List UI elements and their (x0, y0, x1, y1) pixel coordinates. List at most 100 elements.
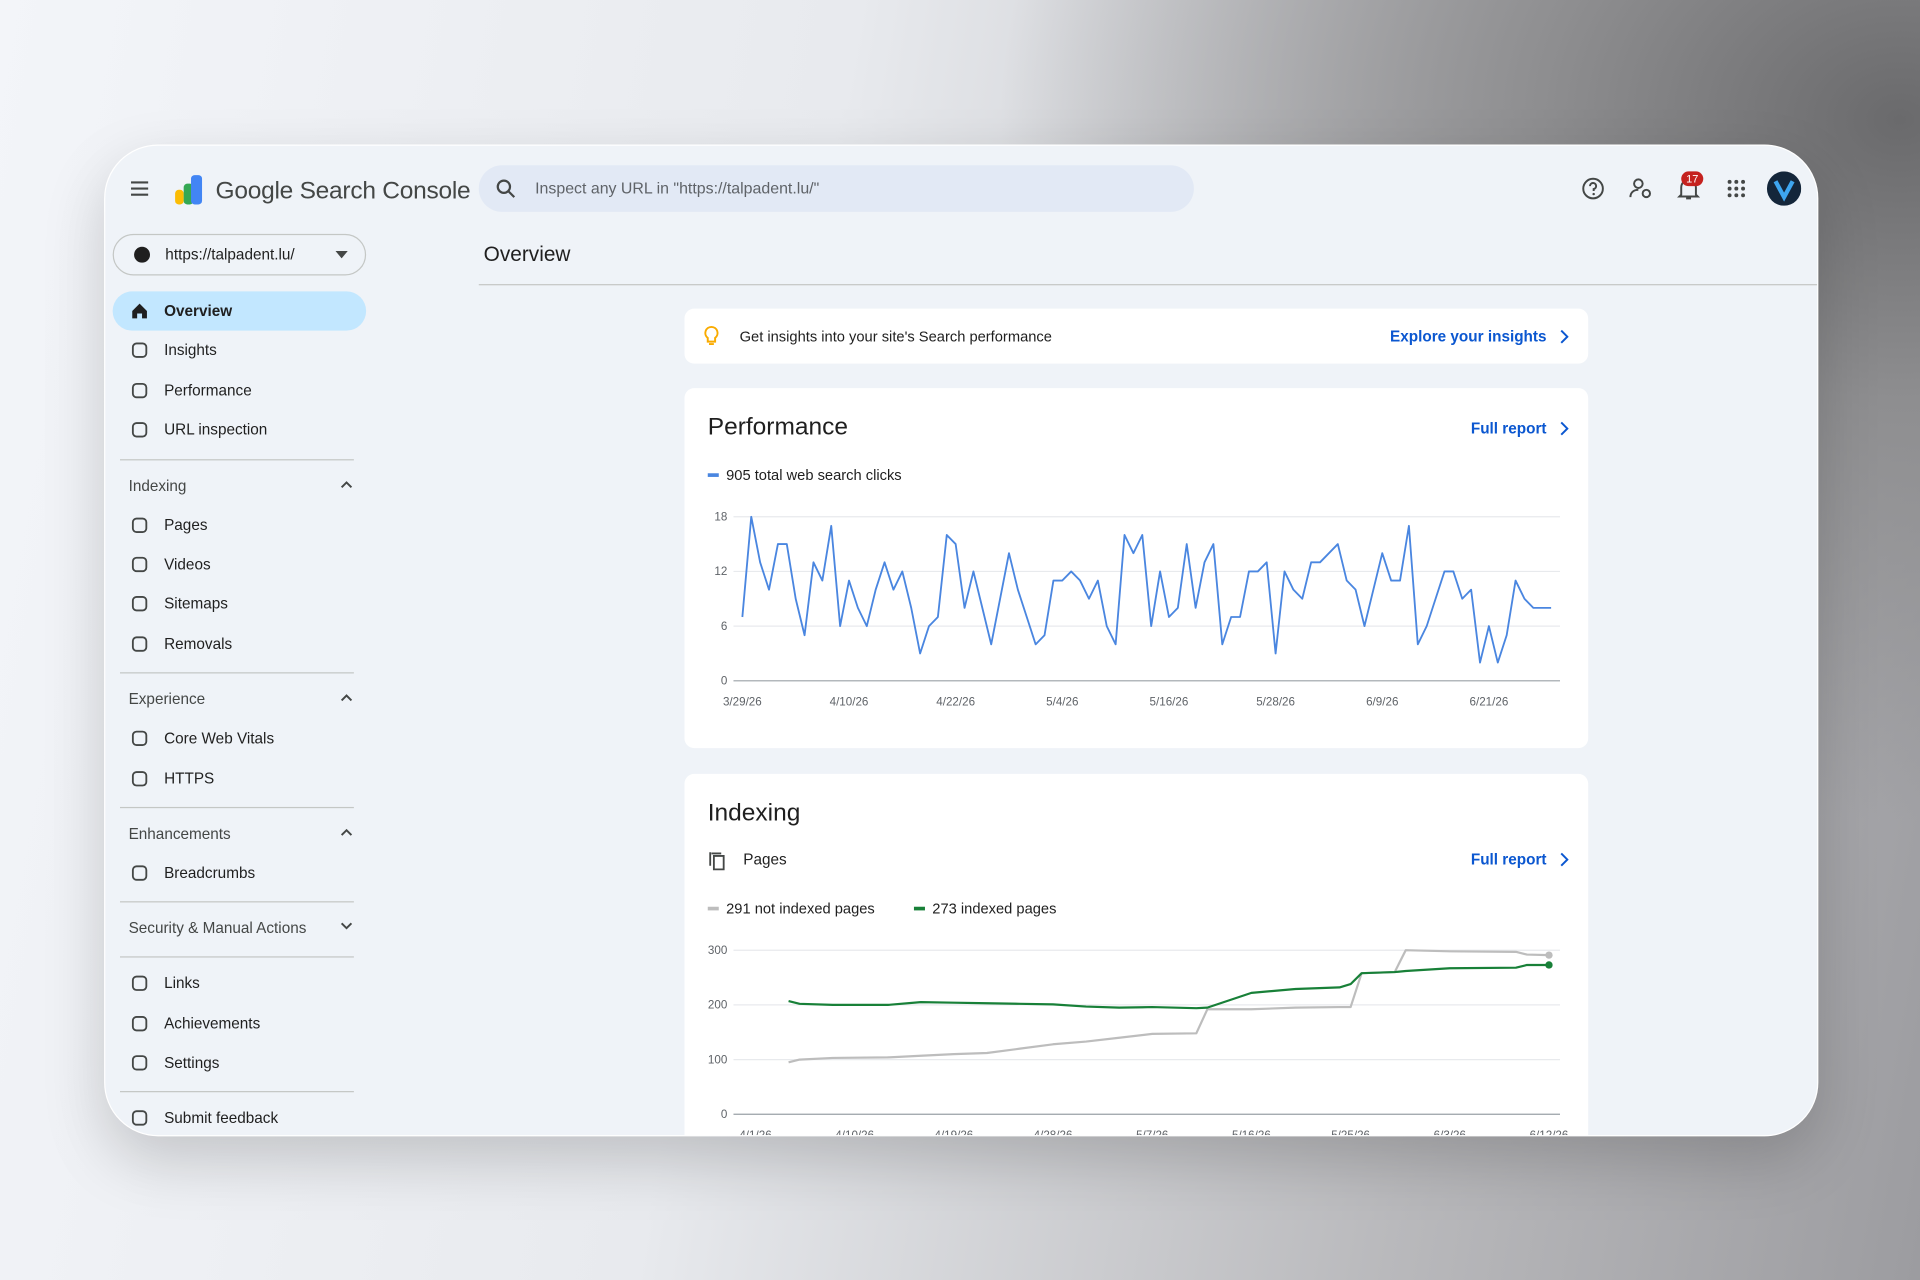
nav-label: HTTPS (164, 769, 215, 787)
nav-icon (131, 1110, 148, 1127)
chevron (340, 828, 353, 836)
x-tick-label: 6/3/26 (1434, 1129, 1466, 1135)
nav-label: Performance (164, 381, 252, 399)
nav-icon (131, 556, 148, 573)
nav-item[interactable]: Core Web Vitals (113, 719, 366, 759)
nav-icon (131, 343, 148, 359)
insight-banner: Get insights into your site's Search per… (684, 308, 1589, 364)
y-tick-label: 6 (721, 620, 727, 633)
page-title: Overview (483, 242, 571, 266)
nav-section-header[interactable]: Security & Manual Actions (113, 909, 366, 948)
x-tick-label: 5/16/26 (1232, 1129, 1271, 1135)
nav-icon (131, 382, 148, 398)
nav-label: Sitemaps (164, 595, 228, 613)
nav-item[interactable]: URL inspection (113, 410, 366, 450)
legend-label: 291 not indexed pages (726, 901, 875, 917)
nav-divider (120, 956, 354, 958)
y-tick-label: 18 (714, 510, 727, 523)
nav-item[interactable]: Performance (113, 371, 366, 411)
nav-item[interactable]: Settings (113, 1043, 366, 1083)
nav-icon (131, 770, 148, 786)
site-icon (134, 246, 151, 263)
end-point (1545, 951, 1553, 959)
nav-icon (131, 596, 148, 612)
app-window: Google Search Console Inspect any URL in… (104, 144, 1819, 1137)
nav-item[interactable]: Sitemaps (113, 585, 366, 625)
bulb-icon (704, 325, 719, 346)
series-line (788, 963, 1549, 1010)
nav-section-header[interactable]: Indexing (113, 466, 366, 505)
y-tick-label: 12 (714, 565, 727, 578)
chevron (1560, 852, 1569, 867)
property-selector[interactable]: https://talpadent.lu/ (112, 233, 367, 276)
x-tick-label: 3/29/26 (723, 695, 762, 708)
section-title: Indexing (128, 477, 187, 495)
charts: 0 6 12 18 3/29/26 4/10/26 4/22/26 5/4/26 5/16/26… (707, 468, 1569, 1135)
avatar[interactable] (1766, 171, 1802, 206)
chevron (340, 480, 353, 488)
menu-button[interactable] (130, 179, 150, 199)
nav-icon (131, 636, 148, 652)
chevron (340, 922, 353, 930)
logo (175, 175, 203, 205)
nav-item[interactable]: Links (113, 964, 366, 1004)
explore-insights-link[interactable]: Explore your insights (1390, 328, 1547, 346)
property-url: https://talpadent.lu/ (165, 246, 295, 264)
dropdown-arrow (335, 251, 348, 259)
nav-section-header[interactable]: Experience (113, 680, 366, 719)
nav-section-header[interactable]: Enhancements (113, 814, 366, 853)
nav-label: Removals (164, 635, 233, 653)
nav-item[interactable]: HTTPS (113, 759, 366, 799)
nav-item[interactable]: Pages (113, 505, 366, 545)
end-point (1545, 961, 1553, 969)
apps-button[interactable] (1727, 179, 1747, 199)
nav-icon (131, 975, 148, 992)
nav-icon (131, 730, 148, 747)
pages-icon (709, 852, 725, 871)
search-placeholder: Inspect any URL in "https://talpadent.lu… (535, 178, 820, 198)
full-report-link[interactable]: Full report (1470, 420, 1547, 438)
nav-item[interactable]: Submit feedback (113, 1099, 366, 1135)
y-tick-label: 0 (721, 1108, 728, 1121)
legend-label: 905 total web search clicks (726, 468, 902, 484)
url-search[interactable]: Inspect any URL in "https://talpadent.lu… (478, 165, 1194, 212)
x-tick-label: 5/16/26 (1150, 695, 1189, 708)
chevron (1560, 329, 1569, 344)
nav-divider (120, 1091, 354, 1093)
nav-label: Achievements (164, 1014, 261, 1032)
nav-label: Submit feedback (164, 1109, 279, 1128)
nav-divider (120, 806, 354, 809)
x-tick-label: 4/10/26 (835, 1129, 874, 1135)
section-title: Experience (128, 690, 206, 708)
nav-label: Core Web Vitals (164, 729, 275, 748)
nav-item[interactable]: Insights (113, 331, 366, 371)
nav-item[interactable]: Breadcrumbs (113, 853, 366, 893)
nav-item[interactable]: Overview (112, 291, 367, 332)
nav-divider (120, 901, 354, 903)
legend-label: 273 indexed pages (932, 901, 1056, 917)
card-title: Performance (707, 413, 848, 441)
x-tick-label: 5/4/26 (1046, 695, 1078, 708)
nav-divider (120, 458, 354, 460)
nav-label: Insights (164, 342, 217, 360)
y-tick-label: 200 (708, 999, 728, 1012)
nav-item[interactable]: Videos (113, 545, 366, 585)
nav-item[interactable]: Removals (113, 624, 366, 664)
nav-icon (131, 1055, 148, 1071)
indexing-card: Indexing Pages Full report (684, 773, 1589, 1136)
nav-item[interactable]: Achievements (113, 1004, 366, 1044)
nav-icon (131, 517, 148, 533)
full-report-link[interactable]: Full report (1470, 851, 1547, 869)
admin-button[interactable] (1629, 176, 1653, 200)
nav-divider (120, 672, 354, 674)
nav-label: Breadcrumbs (164, 864, 256, 882)
help-button[interactable] (1581, 176, 1605, 200)
x-tick-label: 6/21/26 (1470, 695, 1509, 708)
notification-count: 17 (1681, 171, 1704, 187)
card-subtitle: Pages (743, 851, 787, 869)
x-tick-label: 4/1/26 (739, 1129, 771, 1135)
y-tick-label: 300 (708, 944, 728, 957)
x-tick-label: 6/12/26 (1530, 1129, 1569, 1135)
